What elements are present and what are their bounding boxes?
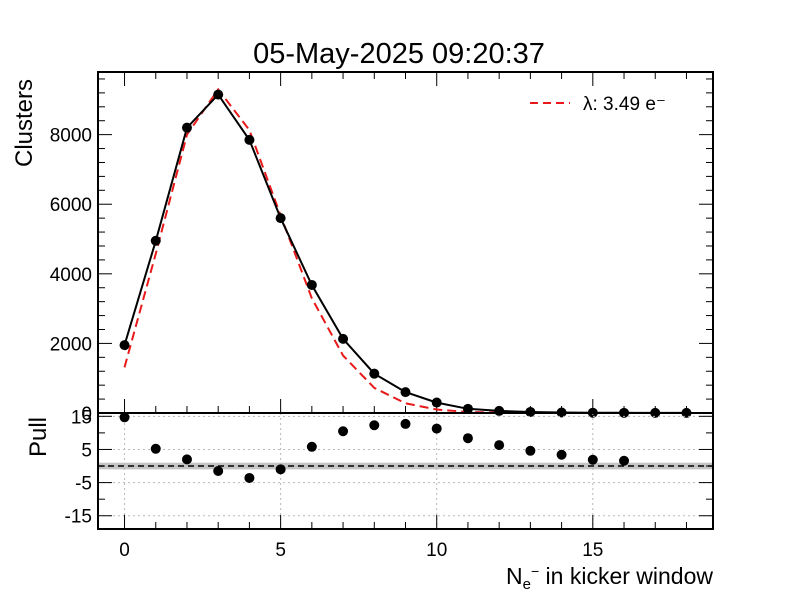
pull-band (98, 462, 713, 470)
pull-point (525, 445, 536, 456)
data-point (525, 406, 536, 417)
x-tick-label: 15 (582, 540, 603, 561)
chart-title: 05-May-2025 09:20:37 (253, 38, 545, 70)
bottom-y-axis-label: Pull (25, 417, 52, 457)
data-point (181, 122, 192, 133)
bottom-panel-frame (97, 412, 714, 530)
pull-y-tick-label: 15 (71, 407, 92, 428)
pull-point (275, 464, 286, 475)
fit-curve-line (123, 87, 687, 414)
pull-point (181, 454, 192, 465)
x-axis-label: Ne− in kicker window (506, 563, 713, 593)
pull-point (494, 440, 505, 451)
top-panel: 0 2000 4000 6000 8000 (50, 71, 714, 425)
pull-point (150, 443, 161, 454)
pull-point (619, 455, 630, 466)
pull-y-tick-label: 5 (81, 440, 92, 461)
data-point (275, 213, 286, 224)
pull-y-tick-label: -5 (75, 474, 92, 495)
data-point (213, 89, 224, 100)
y-tick-label: 0 (81, 404, 92, 425)
pull-point (400, 418, 411, 429)
data-point (150, 235, 161, 246)
pull-point (587, 454, 598, 465)
data-point (462, 403, 473, 414)
data-point (400, 387, 411, 398)
pull-point (213, 466, 224, 476)
x-tick-label: 5 (275, 540, 286, 561)
pull-point (119, 412, 130, 423)
data-point (119, 340, 130, 351)
data-point (306, 279, 317, 290)
data-point (244, 134, 255, 145)
legend-label: λ: 3.49 e⁻ (583, 94, 666, 115)
data-point (338, 333, 349, 344)
pull-point (369, 420, 380, 431)
pull-y-tick-label: -15 (65, 507, 92, 528)
legend: λ: 3.49 e⁻ (530, 94, 666, 115)
y-tick-label: 6000 (50, 195, 92, 216)
pull-point (431, 423, 442, 434)
y-tick-label: 4000 (50, 265, 92, 286)
pull-point (556, 449, 567, 460)
pull-point (462, 433, 473, 444)
pull-point (244, 472, 255, 483)
data-point (431, 397, 442, 408)
bottom-panel: 15 5 -5 -15 0 5 10 15 (65, 407, 714, 561)
y-tick-label: 8000 (50, 126, 92, 147)
data-point (494, 405, 505, 416)
data-line (123, 93, 687, 414)
top-y-axis-label: Clusters (11, 79, 38, 167)
y-tick-label: 2000 (50, 334, 92, 355)
pull-point (306, 441, 317, 452)
pull-point (338, 426, 349, 437)
x-tick-label: 0 (119, 540, 130, 561)
data-point (369, 368, 380, 379)
x-tick-label: 10 (426, 540, 447, 561)
